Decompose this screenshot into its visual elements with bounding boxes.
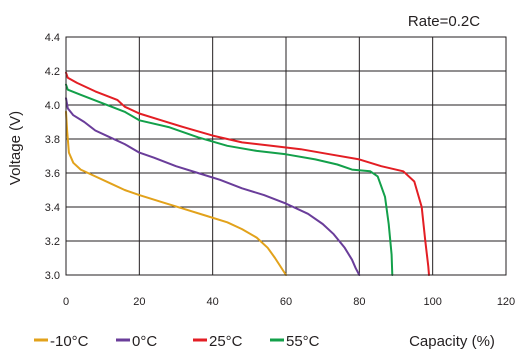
legend-label: 25°C	[209, 333, 243, 350]
rate-annotation: Rate=0.2C	[408, 13, 480, 30]
legend: -10°C 0°C 25°C 55°C	[34, 333, 320, 350]
x-tick-label: 40	[207, 296, 219, 308]
y-tick-label: 4.2	[45, 66, 60, 78]
x-tick-label: 0	[63, 296, 69, 308]
series-line	[65, 83, 394, 276]
y-tick-label: 4.0	[45, 100, 60, 112]
y-tick-label: 3.6	[45, 168, 60, 180]
y-axis-label: Voltage (V)	[7, 111, 24, 185]
x-tick-label: 80	[353, 296, 365, 308]
legend-label: -10°C	[50, 333, 89, 350]
legend-label: 0°C	[132, 333, 157, 350]
grid	[65, 36, 507, 276]
legend-label: 55°C	[286, 333, 320, 350]
x-tick-label: 60	[280, 296, 292, 308]
x-tick-label: 100	[423, 296, 441, 308]
y-tick-label: 3.8	[45, 134, 60, 146]
y-tick-label: 3.0	[45, 270, 60, 282]
series-line	[65, 71, 430, 276]
y-tick-label: 3.2	[45, 236, 60, 248]
series-line	[65, 110, 287, 276]
series-line	[65, 97, 361, 276]
y-tick-label: 3.4	[45, 202, 60, 214]
x-tick-label: 120	[497, 296, 515, 308]
ticks-layer: 0 20 40 60 80 100 120 3.0 3.2 3.4 3.6 3.8 4.0 4.2 4.4	[45, 32, 515, 308]
series-layer	[65, 71, 430, 276]
y-tick-label: 4.4	[45, 32, 60, 44]
x-tick-label: 20	[133, 296, 145, 308]
x-axis-label: Capacity (%)	[409, 333, 495, 350]
plot-frame	[65, 36, 507, 276]
